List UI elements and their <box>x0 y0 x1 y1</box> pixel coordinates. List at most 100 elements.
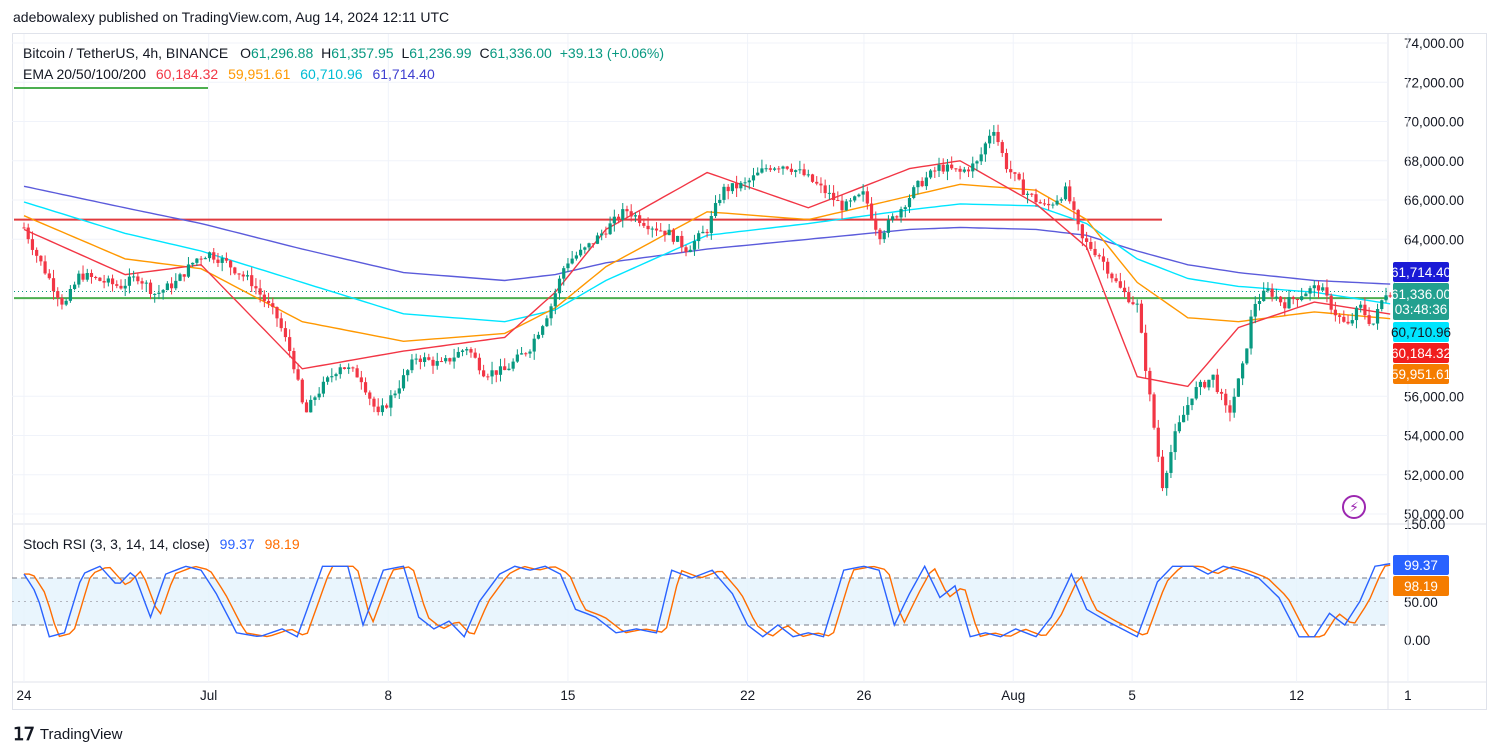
candle-body <box>848 200 853 202</box>
stoch-tick-label: 0.00 <box>1404 633 1430 648</box>
time-tick-label: 1 <box>1404 688 1412 703</box>
candle-body <box>1304 293 1308 297</box>
ema50-value: 59,951.61 <box>228 66 291 82</box>
stoch-d-line <box>24 564 1391 638</box>
candle-body <box>1194 387 1198 399</box>
candle-body <box>182 274 186 277</box>
candle-body <box>1072 201 1076 210</box>
candle-body <box>224 258 228 261</box>
candle-body <box>675 235 680 242</box>
candle-body <box>1186 405 1190 415</box>
candle-body <box>1097 255 1101 257</box>
stoch-label: Stoch RSI (3, 3, 14, 14, close) <box>23 536 210 552</box>
candle-body <box>372 398 376 407</box>
lightning-icon[interactable]: ⚡ <box>1342 495 1366 519</box>
candle-body <box>557 278 562 294</box>
candle-body <box>735 183 739 189</box>
candle-body <box>178 274 182 281</box>
candle-body <box>1004 153 1009 170</box>
candle-body <box>962 169 966 172</box>
candle-body <box>570 258 574 264</box>
candle-body <box>545 318 549 327</box>
candle-body <box>574 255 578 259</box>
candle-body <box>638 215 642 223</box>
candle-body <box>207 252 212 259</box>
candle-body <box>832 192 836 201</box>
candle-body <box>553 293 557 307</box>
candle-body <box>857 194 861 197</box>
candle-body <box>941 164 945 172</box>
candle-body <box>996 131 1000 143</box>
candle-body <box>498 366 503 375</box>
candle-body <box>1291 297 1295 299</box>
candle-body <box>397 388 401 394</box>
candle-body <box>895 216 899 218</box>
candle-body <box>98 277 102 281</box>
candle-body <box>912 187 916 198</box>
candle-body <box>338 367 342 375</box>
candle-body <box>1030 193 1034 195</box>
footer-brand: 𝟣𝟩 TradingView <box>13 724 122 745</box>
candle-body <box>920 180 924 187</box>
time-tick-label: 26 <box>856 688 871 703</box>
candle-body <box>629 211 633 217</box>
candle-body <box>452 357 456 362</box>
ema200-line <box>23 185 1391 285</box>
price-tick-label: 50,000.00 <box>1404 507 1464 522</box>
candle-body <box>418 358 422 362</box>
candle-body <box>663 230 667 236</box>
candle-body <box>119 285 123 289</box>
stoch-d-tag: 98.19 <box>1393 576 1449 596</box>
ema20-price-tag: 60,184.32 <box>1391 343 1451 363</box>
candle-body <box>94 276 98 278</box>
symbol-label: Bitcoin / TetherUS, 4h, BINANCE <box>23 45 229 61</box>
candle-body <box>1165 472 1169 489</box>
candle-body <box>692 241 697 250</box>
price-tick-label: 56,000.00 <box>1404 389 1464 404</box>
candle-body <box>1359 304 1363 308</box>
ema200-value: 61,714.40 <box>372 66 435 82</box>
candle-body <box>713 203 718 216</box>
candle-body <box>789 168 794 172</box>
candle-body <box>1063 186 1068 200</box>
candle-body <box>127 276 132 286</box>
ema100-value: 60,710.96 <box>300 66 363 82</box>
candle-body <box>1287 297 1291 309</box>
candle-body <box>186 264 191 277</box>
candle-body <box>1266 288 1270 291</box>
price-tick-label: 54,000.00 <box>1404 429 1464 444</box>
candle-body <box>709 215 713 234</box>
candle-body <box>600 233 604 236</box>
candle-body <box>1249 316 1253 349</box>
candle-body <box>777 168 781 170</box>
candle-body <box>667 229 671 236</box>
candle-body <box>1051 204 1055 206</box>
candle-body <box>1295 298 1300 301</box>
candle-body <box>77 273 81 285</box>
candle-body <box>827 192 831 194</box>
candle-body <box>684 247 688 253</box>
candle-body <box>279 318 283 329</box>
candle-body <box>549 306 553 319</box>
candle-body <box>1203 381 1207 388</box>
candle-body <box>1375 309 1380 324</box>
candle-body <box>654 228 659 231</box>
candle-body <box>1350 320 1354 324</box>
candle-body <box>1047 203 1051 206</box>
candle-body <box>823 185 827 194</box>
candle-body <box>1224 393 1228 406</box>
time-tick-label: 5 <box>1128 688 1136 703</box>
candle-body <box>979 154 983 162</box>
candle-body <box>1059 199 1063 201</box>
candle-body <box>1038 202 1042 204</box>
candle-body <box>802 169 806 176</box>
candle-body <box>1122 287 1127 293</box>
candle-body <box>1278 296 1283 303</box>
time-tick-label: 15 <box>560 688 575 703</box>
candle-body <box>1173 431 1177 453</box>
candle-body <box>878 229 882 240</box>
ema-label: EMA 20/50/100/200 <box>23 66 146 82</box>
candle-body <box>140 281 144 284</box>
candle-body <box>819 183 823 186</box>
